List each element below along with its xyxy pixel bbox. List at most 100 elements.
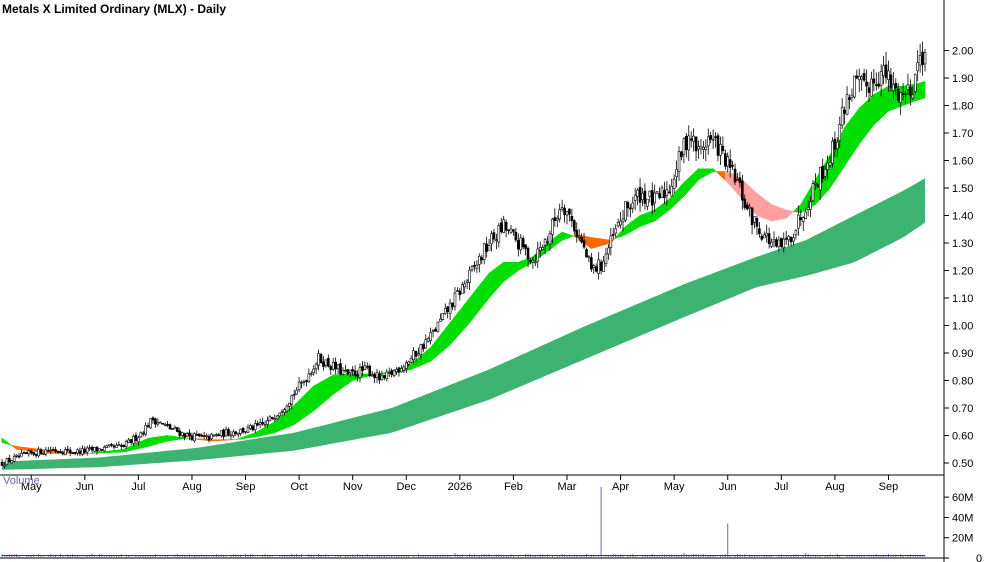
candle-body: [395, 368, 398, 373]
candle-body: [638, 186, 642, 203]
candle-body: [426, 338, 430, 342]
candle-body: [22, 452, 26, 454]
short-ribbon-segment: [435, 337, 439, 358]
candle-body: [88, 447, 91, 449]
date-tick-label: Oct: [291, 481, 308, 493]
candle-body: [268, 416, 272, 421]
candle-body: [850, 94, 854, 98]
candle-body: [356, 374, 359, 377]
short-ribbon-segment: [500, 261, 504, 286]
short-ribbon-segment: [1, 437, 5, 444]
candle-body: [178, 430, 182, 436]
candle-body: [431, 330, 435, 332]
candle-body: [512, 229, 515, 232]
short-ribbon-segment: [325, 377, 329, 402]
short-ribbon-segment: [313, 384, 317, 412]
short-ribbon-segment: [625, 224, 629, 236]
candle-body: [848, 97, 851, 100]
date-tick-label: Nov: [343, 481, 363, 493]
candle-body: [463, 283, 467, 288]
candle-body: [368, 365, 372, 377]
candle-body: [327, 358, 330, 367]
candle-body: [901, 93, 905, 95]
candle-body: [799, 217, 803, 221]
candle-body: [193, 433, 196, 442]
short-ribbon-segment: [792, 208, 797, 213]
date-tick-label: Apr: [612, 481, 629, 493]
candle-body: [665, 189, 669, 196]
candle-body: [677, 151, 681, 172]
candle-body: [913, 74, 917, 92]
candle-body: [879, 71, 883, 86]
candle-body: [120, 445, 123, 447]
candle-body: [285, 405, 289, 412]
candle-body: [280, 411, 284, 413]
candle-body: [263, 423, 267, 426]
candle-body: [295, 389, 298, 395]
short-ribbon-segment: [781, 207, 785, 220]
candle-body: [61, 452, 65, 455]
short-ribbon-segment: [99, 451, 103, 454]
candle-body: [288, 402, 291, 407]
candle-body: [446, 306, 449, 313]
candle-body: [404, 362, 408, 369]
short-ribbon-segment: [849, 116, 853, 160]
candle-body: [765, 232, 769, 237]
short-ribbon-segment: [871, 93, 875, 129]
candle-body: [655, 191, 659, 194]
candle-body: [85, 447, 89, 453]
candle-body: [309, 373, 313, 375]
short-ribbon-segment: [235, 438, 239, 440]
short-ribbon-segment: [162, 435, 166, 443]
price-tick-label: 1.60: [952, 156, 973, 168]
short-ribbon-segment: [449, 318, 453, 346]
candle-body: [207, 436, 211, 441]
candle-body: [215, 434, 218, 436]
candle-body: [5, 458, 9, 465]
price-tick-label: 1.10: [952, 293, 973, 305]
candle-body: [711, 138, 715, 141]
short-ribbon-segment: [681, 181, 685, 200]
candle-body: [697, 146, 700, 150]
candle-body: [361, 366, 364, 371]
candle-body: [770, 241, 773, 247]
short-ribbon-segment: [330, 374, 334, 397]
short-ribbon-segment: [710, 168, 714, 174]
chart-frame: [0, 0, 945, 562]
volume-tick-label: 60M: [952, 492, 973, 504]
candle-body: [373, 374, 376, 379]
candle-body: [144, 425, 147, 435]
candle-body: [460, 284, 464, 294]
candle-body: [20, 452, 23, 457]
candle-body: [726, 156, 730, 167]
candle-body: [519, 237, 523, 251]
candle-body: [689, 138, 693, 141]
candle-body: [115, 444, 118, 448]
candle-body: [857, 75, 861, 81]
short-ribbon-segment: [323, 378, 327, 404]
candle-body: [899, 92, 902, 104]
short-ribbon-segment: [759, 194, 763, 218]
short-ribbon-segment: [469, 294, 473, 324]
candle-body: [8, 457, 11, 463]
candle-body: [185, 433, 189, 437]
candle-body: [604, 253, 608, 265]
date-tick-label: Jul: [774, 481, 788, 493]
candle-body: [412, 350, 415, 360]
date-tick-label: Feb: [504, 481, 523, 493]
candle-body: [56, 451, 60, 453]
short-ribbon-segment: [364, 373, 368, 378]
date-tick-label: Jun: [719, 481, 737, 493]
price-tick-label: 2.00: [952, 46, 973, 58]
candle-body: [646, 198, 649, 207]
candle-body: [896, 88, 900, 101]
short-ribbon-segment: [432, 340, 436, 360]
candle-body: [904, 93, 907, 95]
candle-body: [205, 435, 208, 437]
candle-body: [366, 365, 369, 368]
short-ribbon-segment: [430, 343, 434, 362]
candle-body: [331, 361, 335, 370]
candle-body: [826, 162, 829, 170]
short-ribbon-segment: [771, 204, 775, 222]
short-ribbon-segment: [145, 437, 149, 448]
